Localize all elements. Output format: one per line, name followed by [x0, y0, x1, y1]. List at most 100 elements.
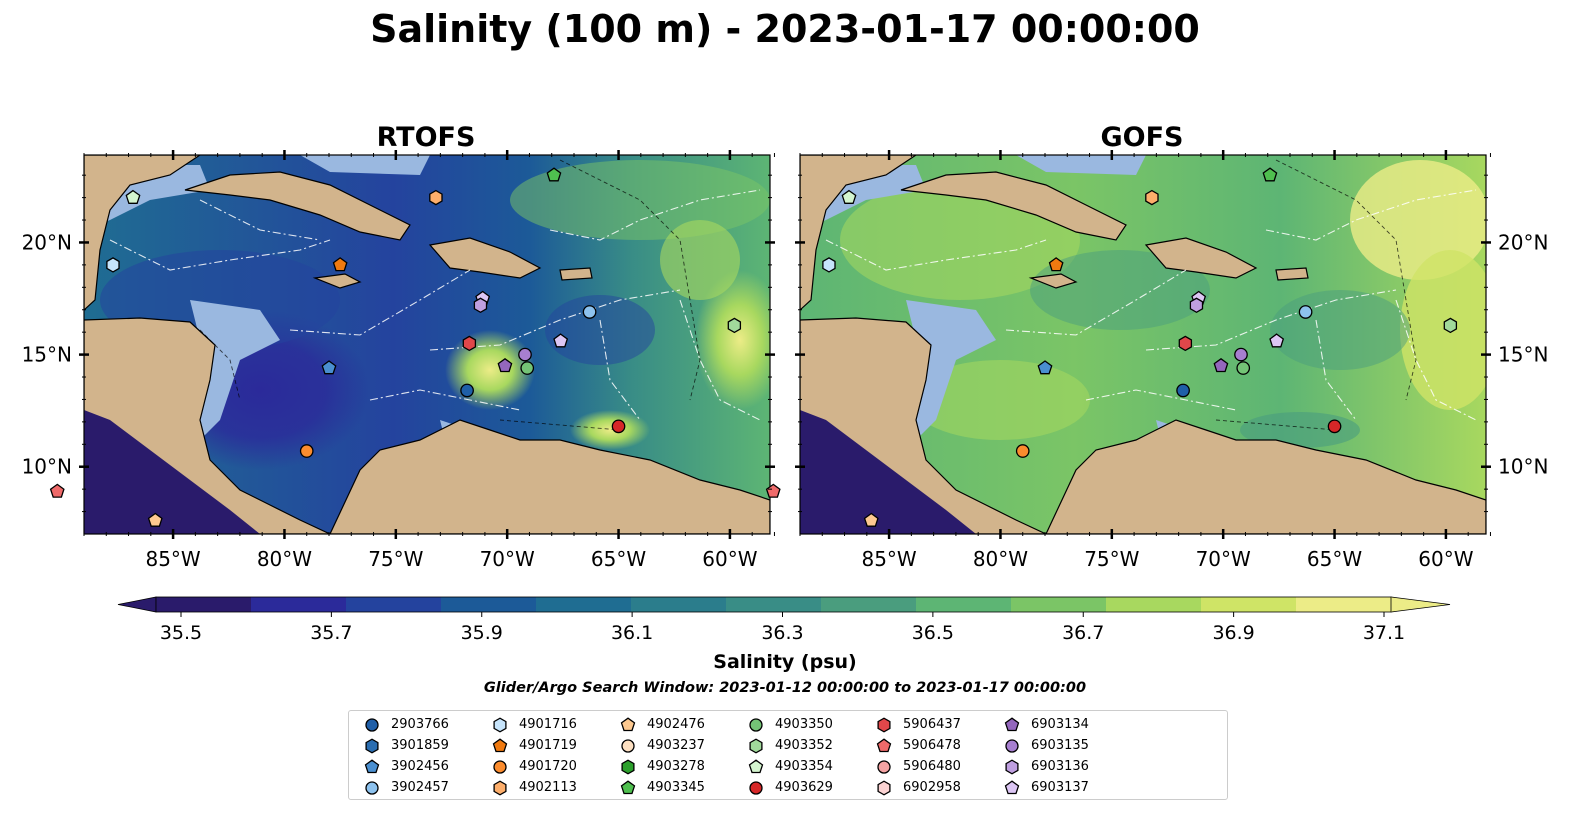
search-window-text: Glider/Argo Search Window: 2023-01-12 00…	[484, 680, 1086, 696]
marker-swatch	[749, 738, 763, 754]
colorbar: 35.5 35.7 35.9 36.1 36.3 36.5 36.7 36.9 37.1	[117, 596, 1451, 644]
marker-swatch	[365, 738, 379, 754]
legend-label: 3902457	[391, 780, 449, 795]
map-axes: 85°W 80°W 75°W 70°W 65°W 60°W 20°N 15°N 10°N 85°W…	[22, 150, 1548, 571]
legend-label: 4903345	[647, 780, 705, 795]
circle-marker-icon	[749, 718, 763, 732]
colorbar-segment	[536, 597, 632, 612]
hexagon-marker-icon	[365, 738, 379, 754]
marker-swatch	[365, 781, 379, 795]
float-marker-4903354	[841, 189, 857, 204]
hexagon-marker-icon	[621, 759, 635, 775]
hexagon-marker-icon	[1005, 759, 1019, 775]
float-marker-6903134	[497, 357, 513, 373]
marker-swatch	[621, 739, 635, 753]
circle-marker-icon	[749, 781, 763, 795]
float-markers-gofs	[765, 167, 1458, 527]
colorbar-tick-label: 35.9	[461, 622, 503, 644]
marker-swatch	[493, 780, 507, 796]
colorbar-tick-label: 35.7	[310, 622, 352, 644]
float-marker-5906437	[462, 335, 477, 352]
land-yucatan	[84, 155, 202, 311]
float-marker-2903766	[460, 383, 474, 398]
float-marker-5906478	[765, 483, 781, 498]
marker-swatch	[492, 738, 508, 753]
legend-label: 4903354	[775, 759, 833, 774]
marker-swatch	[493, 717, 507, 733]
lat-tick-label: 20°N	[22, 230, 72, 254]
lon-tick-label: 65°W	[1307, 547, 1362, 571]
legend-label: 3902456	[391, 759, 449, 774]
colorbar-segment	[1011, 597, 1107, 612]
pentagon-marker-icon	[492, 738, 508, 753]
land-puerto-rico	[559, 267, 593, 281]
colorbar-tick-label: 37.1	[1363, 622, 1405, 644]
float-marker-3902457	[582, 305, 597, 319]
colorbar-segment	[441, 597, 537, 612]
map-frame-rtofs	[83, 154, 771, 535]
land-pacific-ocean	[84, 410, 260, 534]
marker-swatch	[1004, 780, 1020, 795]
float-marker-3902456	[1037, 360, 1053, 375]
marker-swatch	[749, 718, 763, 732]
panel-rtofs: RTOFS	[49, 122, 771, 535]
legend-label: 6903136	[1031, 759, 1089, 774]
float-marker-6903135	[1234, 347, 1248, 362]
marker-swatch	[748, 759, 764, 774]
float-marker-4901719	[1048, 257, 1064, 272]
circle-marker-icon	[365, 718, 379, 732]
circle-marker-icon	[621, 739, 635, 753]
lat-tick-label: 10°N	[22, 455, 72, 479]
float-marker-6903134	[1213, 357, 1229, 373]
marker-swatch	[1005, 759, 1019, 775]
legend-label: 4902113	[519, 780, 577, 795]
legend-label: 5906480	[903, 759, 961, 774]
lat-tick-label: 10°N	[1498, 455, 1548, 479]
float-marker-4903629	[611, 419, 626, 434]
marker-swatch	[1004, 717, 1020, 732]
colorbar-extend-high	[1390, 596, 1451, 613]
lat-tick-label: 15°N	[22, 343, 72, 367]
legend-label: 4903278	[647, 759, 705, 774]
colorbar-segment	[631, 597, 727, 612]
legend-label: 4902476	[647, 717, 705, 732]
lon-tick-label: 60°W	[702, 547, 757, 571]
float-marker-4901720	[299, 444, 314, 458]
hexagon-marker-icon	[749, 738, 763, 754]
marker-swatch	[877, 780, 891, 796]
float-marker-3902456	[321, 360, 337, 375]
hexagon-marker-icon	[877, 717, 891, 733]
colorbar-tick-label: 36.5	[912, 622, 954, 644]
float-marker-5906437	[1178, 335, 1193, 352]
pentagon-marker-icon	[620, 717, 636, 732]
pentagon-marker-icon	[1004, 717, 1020, 732]
marker-swatch	[749, 781, 763, 795]
pentagon-marker-icon	[1004, 780, 1020, 795]
lon-tick-label: 85°W	[861, 547, 916, 571]
hexagon-marker-icon	[877, 780, 891, 796]
colorbar-segment	[916, 597, 1012, 612]
lon-tick-label: 80°W	[257, 547, 312, 571]
colorbar-tick-label: 36.1	[611, 622, 653, 644]
lat-tick-label: 20°N	[1498, 230, 1548, 254]
legend-label: 4901719	[519, 738, 577, 753]
circle-marker-icon	[493, 760, 507, 774]
colorbar-segment	[1201, 597, 1297, 612]
colorbar-tick-label: 36.7	[1062, 622, 1104, 644]
pentagon-marker-icon	[876, 738, 892, 753]
float-marker-6903137	[1269, 333, 1285, 348]
panel-title-gofs: GOFS	[1100, 122, 1183, 153]
pentagon-marker-icon	[364, 759, 380, 774]
float-marker-6903135	[518, 347, 532, 362]
legend-label: 6903135	[1031, 738, 1089, 753]
float-marker-4901719	[332, 257, 348, 272]
colorbar-segment	[1106, 597, 1202, 612]
float-marker-6903136	[1189, 297, 1204, 314]
float-marker-2903766	[1176, 383, 1190, 398]
land-south-america	[329, 419, 770, 534]
colorbar-tick-label: 35.5	[160, 622, 202, 644]
marker-swatch	[620, 717, 636, 732]
panel-title-rtofs: RTOFS	[377, 122, 476, 153]
panel-gofs: GOFS	[765, 122, 1487, 535]
float-marker-4902476	[147, 512, 163, 527]
